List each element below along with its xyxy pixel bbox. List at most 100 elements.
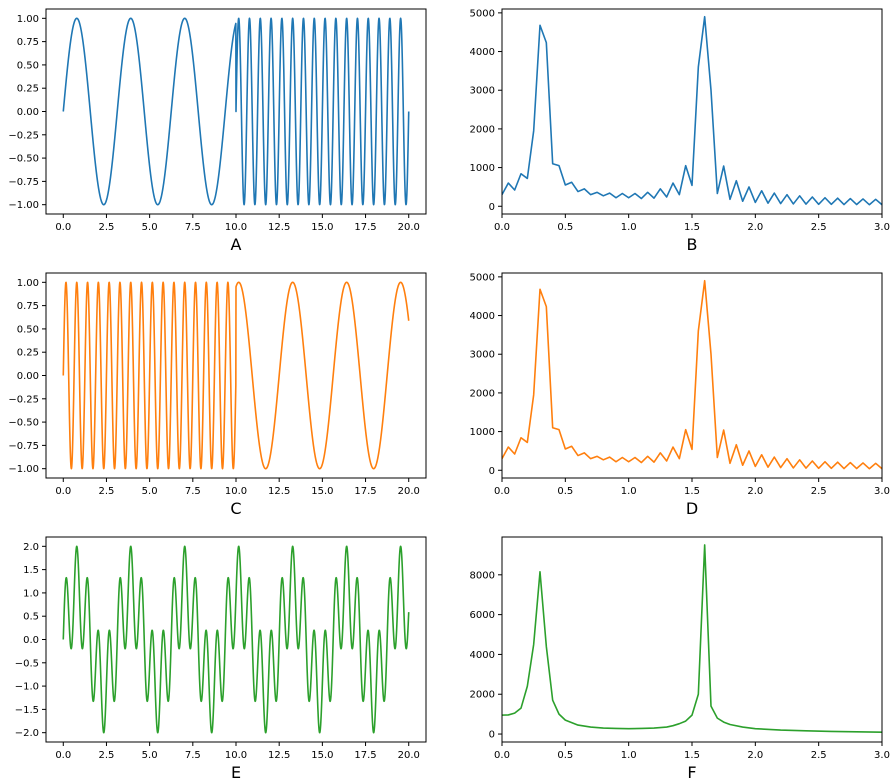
x-tick-label-e: 7.5 <box>185 750 201 761</box>
x-tick-label-e: 2.5 <box>99 750 115 761</box>
x-tick-label-a: 12.5 <box>268 222 290 233</box>
panel-label-e: E <box>231 763 241 782</box>
y-tick-label-a: 0.25 <box>17 84 39 95</box>
y-tick-label-e: −0.5 <box>15 658 39 669</box>
y-tick-label-b: 1000 <box>470 163 495 174</box>
y-tick-label-e: 0.5 <box>23 612 39 623</box>
x-tick-label-a: 0.0 <box>55 222 71 233</box>
y-tick-label-e: 1.5 <box>23 565 39 576</box>
x-tick-label-d: 1.0 <box>621 486 637 497</box>
y-tick-label-d: 1000 <box>470 427 495 438</box>
y-tick-label-b: 3000 <box>470 86 495 97</box>
panel-e: 0.0 2.5 5.0 7.5 10.0 12.5 15.0 17.5 20.0 −2.0 −1.5… <box>15 536 427 782</box>
y-tick-label-c: −0.75 <box>8 441 39 452</box>
x-tick-label-e: 17.5 <box>354 750 376 761</box>
y-tick-label-d: 5000 <box>470 272 495 283</box>
series-line-a <box>62 17 410 206</box>
panel-f: 0.0 0.5 1.0 1.5 2.0 2.5 3.0 0 2000 4000 6000 8000 F <box>470 536 890 782</box>
y-tick-label-c: −0.50 <box>8 418 39 429</box>
panel-label-f: F <box>687 763 696 782</box>
x-tick-label-f: 3.0 <box>874 750 890 761</box>
y-tick-label-d: 4000 <box>470 311 495 322</box>
y-tick-label-e: −1.0 <box>15 682 39 693</box>
y-tick-label-e: −2.0 <box>15 728 39 739</box>
x-tick-label-c: 2.5 <box>99 486 115 497</box>
x-tick-label-a: 20.0 <box>398 222 420 233</box>
panel-d: 0.0 0.5 1.0 1.5 2.0 2.5 3.0 0 1000 2000 3000 4000 50… <box>470 272 890 518</box>
x-tick-label-a: 7.5 <box>185 222 201 233</box>
panel-label-a: A <box>231 235 242 254</box>
panel-label-d: D <box>686 499 698 518</box>
x-tick-label-e: 20.0 <box>398 750 420 761</box>
x-tick-label-d: 3.0 <box>874 486 890 497</box>
y-tick-label-c: −0.25 <box>8 394 39 405</box>
x-tick-label-f: 2.5 <box>811 750 827 761</box>
y-tick-label-b: 5000 <box>470 8 495 19</box>
series-line-c <box>62 281 410 470</box>
x-tick-label-b: 2.5 <box>811 222 827 233</box>
x-tick-label-a: 5.0 <box>142 222 158 233</box>
x-tick-label-d: 0.0 <box>494 486 510 497</box>
x-tick-label-b: 3.0 <box>874 222 890 233</box>
y-tick-label-c: −1.00 <box>8 464 39 475</box>
y-tick-label-a: −0.50 <box>8 154 39 165</box>
y-tick-label-e: 1.0 <box>23 588 39 599</box>
x-tick-label-a: 2.5 <box>99 222 115 233</box>
x-tick-label-b: 0.5 <box>557 222 573 233</box>
x-tick-label-e: 15.0 <box>311 750 333 761</box>
y-tick-label-b: 0 <box>489 202 495 213</box>
y-tick-label-c: 0.25 <box>17 348 39 359</box>
x-tick-label-c: 10.0 <box>225 486 247 497</box>
series-line-d <box>502 279 882 470</box>
panel-c: 0.0 2.5 5.0 7.5 10.0 12.5 15.0 17.5 20.0 −1.00 −0.… <box>8 272 427 518</box>
series-line-f <box>502 544 882 733</box>
y-tick-label-d: 2000 <box>470 388 495 399</box>
y-tick-label-e: −1.5 <box>15 705 39 716</box>
x-tick-label-e: 10.0 <box>225 750 247 761</box>
x-tick-label-f: 1.0 <box>621 750 637 761</box>
x-tick-label-f: 0.0 <box>494 750 510 761</box>
x-tick-label-b: 0.0 <box>494 222 510 233</box>
y-tick-label-c: 0.00 <box>17 371 39 382</box>
y-tick-label-a: 0.75 <box>17 37 39 48</box>
y-tick-label-a: −0.75 <box>8 177 39 188</box>
x-tick-label-b: 2.0 <box>747 222 763 233</box>
y-tick-label-f: 8000 <box>470 570 495 581</box>
x-tick-label-c: 15.0 <box>311 486 333 497</box>
y-tick-label-c: 1.00 <box>17 278 39 289</box>
y-tick-label-a: 0.50 <box>17 60 39 71</box>
y-tick-label-a: 0.00 <box>17 107 39 118</box>
series-line-e <box>62 545 410 734</box>
x-tick-label-c: 12.5 <box>268 486 290 497</box>
panel-a: 0.0 2.5 5.0 7.5 10.0 12.5 15.0 17.5 20.0 −1.00 −0.… <box>8 8 427 254</box>
axes-frame-f <box>501 536 883 743</box>
y-tick-label-f: 2000 <box>470 690 495 701</box>
x-tick-label-d: 1.5 <box>684 486 700 497</box>
x-tick-label-b: 1.5 <box>684 222 700 233</box>
x-tick-label-a: 15.0 <box>311 222 333 233</box>
x-tick-label-c: 20.0 <box>398 486 420 497</box>
x-tick-label-a: 10.0 <box>225 222 247 233</box>
x-tick-label-d: 2.5 <box>811 486 827 497</box>
x-tick-label-c: 7.5 <box>185 486 201 497</box>
y-tick-label-b: 2000 <box>470 124 495 135</box>
y-tick-label-f: 4000 <box>470 650 495 661</box>
y-tick-label-a: −1.00 <box>8 200 39 211</box>
panel-label-b: B <box>687 235 698 254</box>
series-line-b <box>502 15 882 206</box>
x-tick-label-e: 0.0 <box>55 750 71 761</box>
y-tick-label-a: −0.25 <box>8 130 39 141</box>
x-tick-label-f: 1.5 <box>684 750 700 761</box>
x-tick-label-f: 0.5 <box>557 750 573 761</box>
panel-b: 0.0 0.5 1.0 1.5 2.0 2.5 3.0 0 1000 2000 3000 4000 50… <box>470 8 890 254</box>
panel-label-c: C <box>230 499 241 518</box>
x-tick-label-c: 5.0 <box>142 486 158 497</box>
x-tick-label-d: 0.5 <box>557 486 573 497</box>
y-tick-label-d: 3000 <box>470 350 495 361</box>
y-tick-label-b: 4000 <box>470 47 495 58</box>
x-tick-label-a: 17.5 <box>354 222 376 233</box>
y-tick-label-e: 0.0 <box>23 635 39 646</box>
x-tick-label-f: 2.0 <box>747 750 763 761</box>
x-tick-label-e: 12.5 <box>268 750 290 761</box>
